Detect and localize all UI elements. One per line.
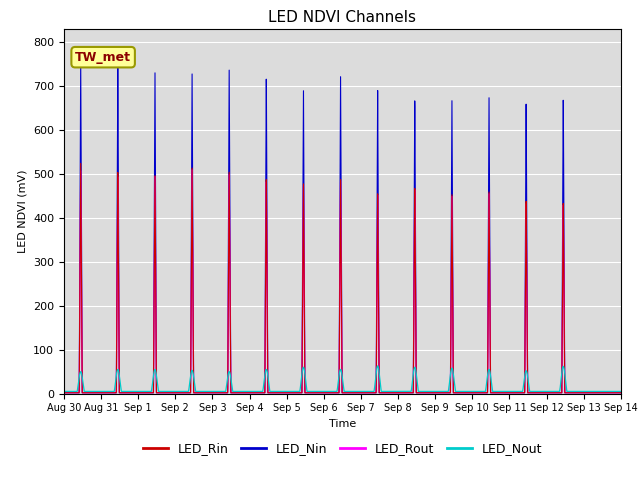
Title: LED NDVI Channels: LED NDVI Channels xyxy=(268,10,417,25)
Legend: LED_Rin, LED_Nin, LED_Rout, LED_Nout: LED_Rin, LED_Nin, LED_Rout, LED_Nout xyxy=(138,437,547,460)
Y-axis label: LED NDVI (mV): LED NDVI (mV) xyxy=(17,169,28,253)
X-axis label: Time: Time xyxy=(329,419,356,429)
Text: TW_met: TW_met xyxy=(75,51,131,64)
